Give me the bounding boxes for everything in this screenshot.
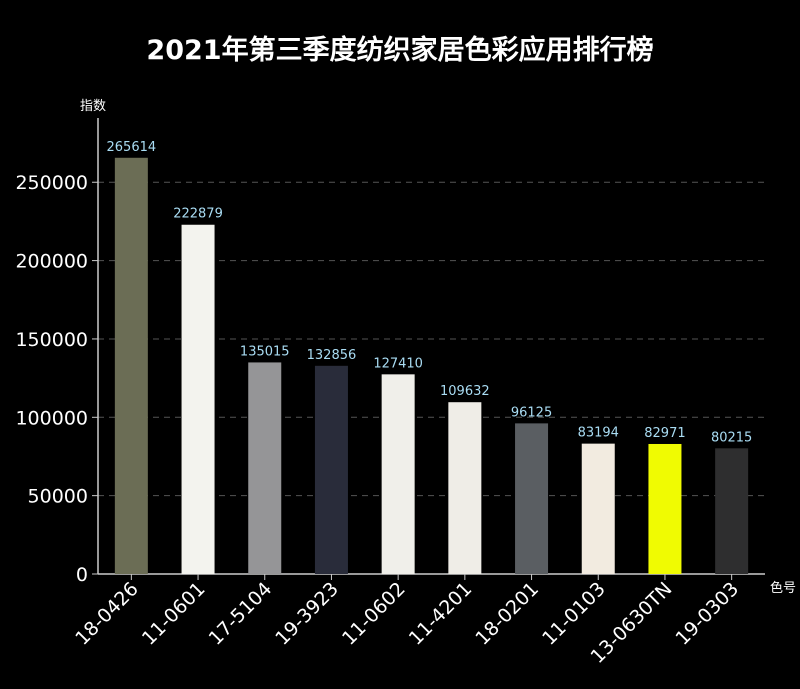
data-label: 96125: [511, 405, 552, 420]
y-tick-label: 100000: [15, 407, 88, 429]
y-tick-label: 250000: [15, 172, 88, 194]
data-label: 83194: [578, 426, 619, 441]
data-label: 222879: [173, 207, 223, 222]
x-tick-label: 11-0601: [138, 578, 210, 650]
data-label: 132856: [307, 348, 357, 363]
bar: [181, 224, 215, 574]
bar: [715, 448, 749, 574]
x-tick-label: 19-3923: [271, 578, 343, 650]
bar: [248, 362, 282, 574]
x-tick-label: 19-0303: [671, 578, 743, 650]
x-tick-label: 11-0602: [338, 578, 410, 650]
data-label: 265614: [107, 140, 157, 155]
x-tick-label: 17-5104: [205, 578, 277, 650]
bar: [581, 443, 615, 574]
chart-title: 2021年第三季度纺织家居色彩应用排行榜: [146, 35, 654, 66]
y-axis-label: 指数: [80, 99, 106, 114]
y-tick-label: 200000: [15, 251, 88, 273]
data-label: 80215: [711, 430, 752, 445]
y-tick-label: 50000: [28, 486, 88, 508]
data-label: 135015: [240, 344, 290, 359]
x-axis-label: 色号: [770, 580, 796, 596]
y-tick-label: 0: [76, 564, 88, 586]
x-tick-label: 18-0426: [71, 578, 143, 650]
data-label: 127410: [373, 356, 423, 371]
bar: [448, 402, 482, 574]
data-label: 82971: [644, 426, 685, 441]
data-label: 109632: [440, 384, 490, 399]
bar: [648, 443, 682, 574]
x-tick-label: 11-4201: [405, 578, 477, 650]
x-tick-label: 18-0201: [471, 578, 543, 650]
bar: [114, 157, 148, 574]
bar: [381, 374, 415, 574]
y-tick-label: 150000: [15, 329, 88, 351]
bar: [515, 423, 549, 574]
bar: [314, 365, 348, 574]
